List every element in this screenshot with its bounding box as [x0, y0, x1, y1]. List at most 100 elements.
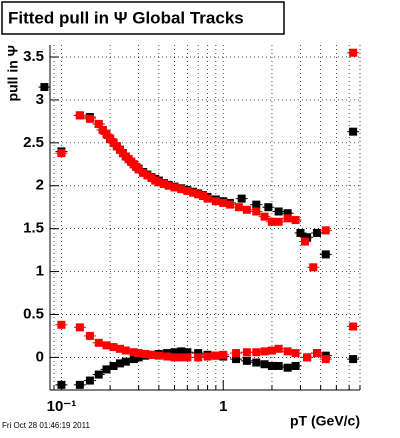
marker	[94, 338, 103, 347]
y-tick-label: 1.5	[23, 220, 44, 237]
marker	[211, 197, 220, 206]
marker	[349, 127, 358, 136]
marker	[237, 194, 246, 203]
marker	[147, 350, 156, 359]
marker	[252, 358, 261, 367]
marker	[57, 149, 66, 158]
marker	[102, 365, 111, 374]
marker	[57, 320, 66, 329]
marker	[242, 205, 251, 214]
marker	[40, 83, 49, 92]
marker	[170, 183, 179, 192]
marker	[129, 348, 138, 357]
marker	[194, 349, 203, 358]
marker	[300, 237, 309, 246]
marker	[303, 353, 312, 362]
marker	[313, 349, 322, 358]
x-tick-label: 10⁻¹	[47, 398, 77, 415]
marker	[349, 355, 358, 364]
y-tick-label: 2.5	[23, 134, 44, 151]
marker	[321, 355, 330, 364]
marker	[177, 347, 186, 356]
marker	[129, 355, 138, 364]
marker	[260, 347, 269, 356]
marker	[242, 348, 251, 357]
chart-title: Fitted pull in Ψ Global Tracks	[8, 8, 244, 27]
marker	[260, 360, 269, 369]
marker	[283, 363, 292, 372]
marker	[85, 114, 94, 123]
marker	[141, 349, 150, 358]
marker	[232, 355, 241, 364]
marker	[252, 207, 261, 216]
marker	[283, 209, 292, 218]
marker	[134, 353, 143, 362]
marker	[143, 171, 152, 180]
marker	[102, 341, 111, 350]
marker	[211, 351, 220, 360]
marker	[159, 180, 168, 189]
marker	[94, 119, 103, 128]
marker	[291, 216, 300, 225]
marker	[183, 348, 192, 357]
y-tick-label: 0	[36, 348, 44, 365]
marker	[183, 186, 192, 195]
marker	[163, 352, 172, 361]
marker	[242, 356, 251, 365]
marker	[94, 370, 103, 379]
y-tick-label: 0.5	[23, 305, 44, 322]
marker	[203, 194, 212, 203]
marker	[219, 198, 228, 207]
marker	[232, 349, 241, 358]
marker	[154, 178, 163, 187]
marker	[109, 361, 118, 370]
marker	[234, 203, 243, 212]
y-axis-label: pull in Ψ	[5, 45, 21, 101]
marker	[283, 214, 292, 223]
marker	[75, 323, 84, 332]
marker	[267, 217, 276, 226]
marker	[252, 200, 261, 209]
marker	[219, 350, 228, 359]
marker	[183, 353, 192, 362]
marker	[194, 353, 203, 362]
y-tick-label: 3	[36, 91, 44, 108]
marker	[115, 359, 124, 368]
marker	[134, 349, 143, 358]
marker	[267, 361, 276, 370]
timestamp: Fri Oct 28 01:46:19 2011	[2, 421, 90, 430]
marker	[199, 192, 208, 201]
marker	[274, 361, 283, 370]
marker	[121, 357, 130, 366]
marker	[85, 376, 94, 385]
marker	[98, 125, 107, 134]
marker	[85, 331, 94, 340]
marker	[309, 263, 318, 272]
marker	[115, 344, 124, 353]
y-tick-label: 3.5	[23, 48, 44, 65]
x-tick-label: 1	[219, 398, 227, 415]
marker	[349, 48, 358, 57]
marker	[274, 344, 283, 353]
y-tick-label: 1	[36, 263, 44, 280]
marker	[134, 165, 143, 174]
marker	[252, 348, 261, 357]
marker	[225, 200, 234, 209]
marker	[203, 352, 212, 361]
marker	[188, 188, 197, 197]
marker	[194, 190, 203, 199]
y-tick-label: 2	[36, 177, 44, 194]
marker	[264, 203, 273, 212]
marker	[170, 348, 179, 357]
marker	[75, 111, 84, 120]
marker	[121, 346, 130, 355]
marker	[313, 228, 322, 237]
marker	[106, 134, 115, 143]
marker	[164, 181, 173, 190]
marker	[260, 212, 269, 221]
marker	[177, 353, 186, 362]
marker	[296, 228, 305, 237]
marker	[274, 217, 283, 226]
marker	[321, 226, 330, 235]
